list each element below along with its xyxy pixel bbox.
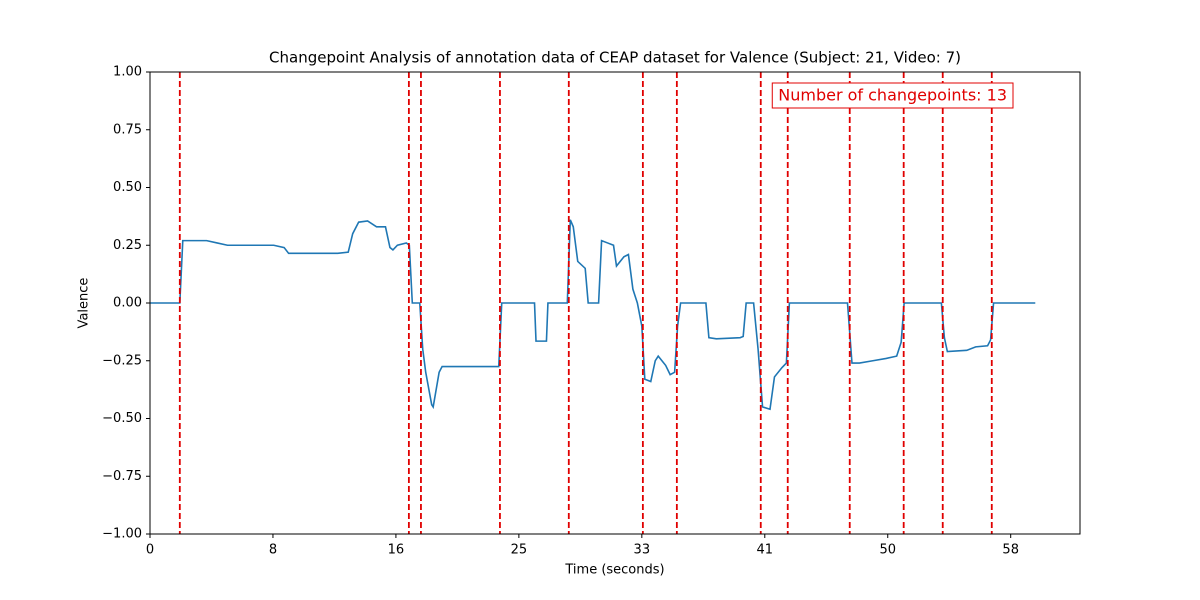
y-tick-label: 0.25 [113,238,142,253]
y-tick-label: −0.25 [102,353,142,368]
y-tick-label: 1.00 [113,65,142,80]
x-tick-label: 25 [511,543,528,558]
y-tick-label: 0.50 [113,180,142,195]
annotation: Number of changepoints: 13 [778,86,1007,105]
y-axis-label: Valence [77,278,92,329]
y-tick-label: −0.50 [102,411,142,426]
x-tick-label: 16 [388,543,405,558]
annotation-box [771,82,1014,109]
y-tick-label: 0.75 [113,122,142,137]
x-tick-label: 0 [146,543,154,558]
x-tick-label: 50 [879,543,896,558]
x-tick-label: 33 [634,543,651,558]
x-tick-label: 58 [1002,543,1019,558]
x-tick-label: 8 [269,543,277,558]
y-tick-label: 0.00 [113,296,142,311]
y-tick-label: −0.75 [102,469,142,484]
plot-frame [149,71,1081,535]
y-tick-label: −1.00 [102,527,142,542]
chart-title: Changepoint Analysis of annotation data … [269,49,961,67]
x-tick-label: 41 [757,543,774,558]
data-line [150,219,1036,411]
x-axis-label: Time (seconds) [564,563,664,578]
